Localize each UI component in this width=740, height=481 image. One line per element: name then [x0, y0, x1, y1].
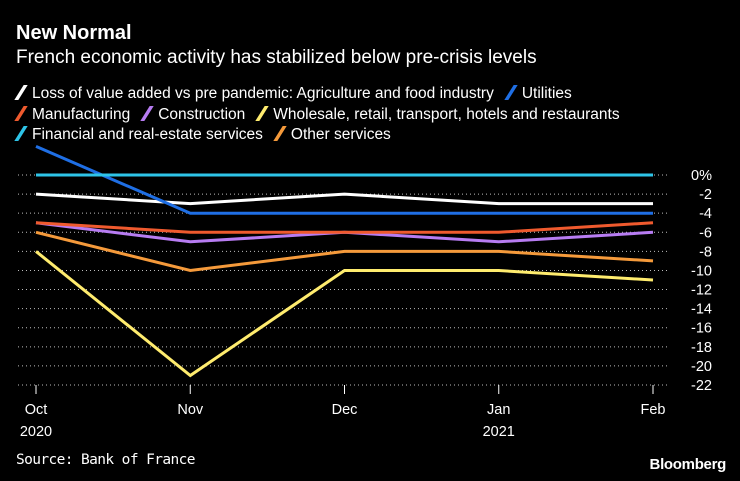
legend-label: Manufacturing — [32, 105, 131, 123]
gridlines — [18, 174, 668, 386]
legend-label: Other services — [290, 126, 391, 143]
chart-title: New Normal — [16, 22, 132, 44]
x-tick-label: Oct — [25, 402, 48, 418]
series-line — [35, 221, 654, 234]
bloomberg-logo: Bloomberg — [649, 456, 727, 473]
legend-item-manufacturing: Manufacturing — [14, 105, 131, 126]
series-line — [35, 192, 653, 206]
y-tick-label: -20 — [691, 359, 712, 375]
legend-item-agriculture: Loss of value added vs pre pandemic: Agr… — [14, 84, 494, 105]
y-tick-label: -2 — [699, 187, 712, 203]
y-tick-label: -14 — [691, 302, 712, 318]
legend-item-wholesale: Wholesale, retail, transport, hotels and… — [255, 105, 620, 126]
legend-row: Loss of value added vs pre pandemic: Agr… — [14, 84, 726, 105]
legend: Loss of value added vs pre pandemic: Agr… — [14, 84, 726, 146]
source-note: Source: Bank of France — [16, 452, 195, 468]
x-year-label: 2020 — [20, 424, 52, 440]
series-lines — [35, 145, 654, 378]
y-tick-label: -16 — [691, 321, 712, 337]
x-tick-label: Feb — [641, 402, 666, 418]
legend-row: Manufacturing Construction Wholesale, reta… — [14, 105, 726, 126]
legend-label: Utilities — [521, 85, 572, 102]
x-axis: Oct 2020 Nov Dec Jan 2021 Feb — [20, 385, 666, 440]
x-year-label: 2021 — [483, 424, 515, 440]
y-tick-label: -18 — [691, 340, 712, 356]
y-tick-label: -4 — [699, 206, 712, 222]
x-tick-label: Dec — [332, 402, 358, 418]
series-line — [35, 250, 654, 378]
y-tick-label: -22 — [691, 378, 712, 394]
y-tick-label: -12 — [691, 283, 712, 299]
legend-label: Wholesale, retail, transport, hotels and… — [273, 105, 620, 123]
legend-label: Loss of value added vs pre pandemic: Agr… — [32, 85, 494, 102]
x-tick-label: Nov — [177, 402, 204, 418]
legend-item-construction: Construction — [140, 105, 246, 126]
series-line — [35, 230, 654, 273]
chart-subtitle: French economic activity has stabilized … — [16, 47, 537, 68]
legend-row: Financial and real-estate services Other … — [14, 125, 726, 146]
legend-label: Financial and real-estate services — [32, 126, 263, 143]
x-tick-label: Jan — [487, 402, 510, 418]
legend-label: Construction — [158, 105, 246, 123]
legend-item-utilities: Utilities — [504, 84, 572, 105]
y-tick-label: -10 — [691, 263, 712, 279]
series-line — [35, 145, 653, 215]
y-tick-label: 0% — [691, 168, 712, 184]
y-axis: 0% -2 -4 -6 -8 -10 -12 -14 -16 -18 -20 -22 — [691, 168, 712, 394]
y-tick-label: -6 — [699, 225, 712, 241]
y-tick-label: -8 — [699, 244, 712, 260]
legend-item-financial: Financial and real-estate services — [14, 125, 263, 146]
legend-item-other-services: Other services — [273, 125, 391, 146]
